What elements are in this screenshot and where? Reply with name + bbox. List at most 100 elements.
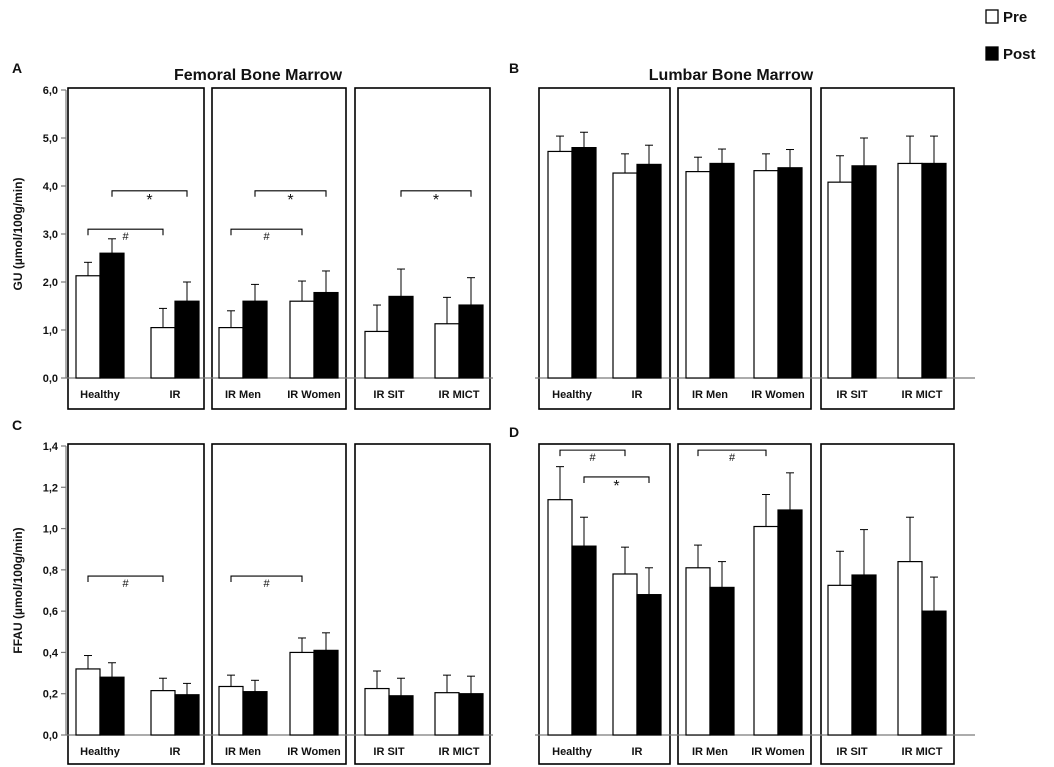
category-label-healthy: Healthy bbox=[80, 389, 121, 401]
panel-title: Lumbar Bone Marrow bbox=[649, 67, 814, 84]
significance-bracket bbox=[87, 575, 164, 583]
y-tick-label: 0,0 bbox=[43, 730, 58, 742]
bar-post-ir-mict bbox=[921, 610, 947, 736]
bar-pre-ir-women bbox=[289, 300, 315, 379]
category-label-ir-sit: IR SIT bbox=[836, 746, 867, 758]
category-label-ir-women: IR Women bbox=[287, 389, 341, 401]
y-tick-label: 0,4 bbox=[43, 647, 59, 659]
category-label-healthy: Healthy bbox=[552, 746, 593, 758]
group-box bbox=[211, 443, 347, 765]
bar-post-ir-men bbox=[242, 300, 268, 379]
category-label-healthy: Healthy bbox=[80, 746, 121, 758]
panel-letter-c: C bbox=[12, 417, 22, 433]
significance-symbol: # bbox=[729, 452, 736, 464]
significance-symbol: * bbox=[613, 478, 619, 495]
bar-pre-ir-men bbox=[218, 327, 244, 379]
significance-symbol: * bbox=[433, 192, 439, 209]
bar-pre-healthy bbox=[75, 668, 101, 736]
bar-post-healthy bbox=[99, 676, 125, 736]
bar-pre-ir-women bbox=[753, 170, 779, 379]
category-label-ir: IR bbox=[632, 746, 643, 758]
panel-title: Femoral Bone Marrow bbox=[174, 67, 343, 84]
y-tick-label: 1,0 bbox=[43, 524, 58, 536]
group-box bbox=[67, 87, 205, 410]
category-label-healthy: Healthy bbox=[552, 389, 593, 401]
category-label-ir-women: IR Women bbox=[287, 746, 341, 758]
bar-pre-ir-women bbox=[753, 525, 779, 736]
bar-post-healthy bbox=[571, 147, 597, 379]
bar-post-ir-women bbox=[777, 509, 803, 736]
bar-post-ir bbox=[174, 300, 200, 379]
legend-label-post: Post bbox=[1003, 46, 1036, 63]
category-label-ir-men: IR Men bbox=[225, 746, 261, 758]
category-label-ir-women: IR Women bbox=[751, 746, 805, 758]
bar-pre-ir-sit bbox=[827, 584, 853, 736]
category-label-ir-mict: IR MICT bbox=[439, 746, 480, 758]
y-axis-label: FFAU (µmol/100g/min) bbox=[11, 527, 25, 653]
bar-pre-ir bbox=[612, 172, 638, 379]
y-tick-label: 5,0 bbox=[43, 133, 58, 145]
bar-post-ir-sit bbox=[388, 295, 414, 379]
group-box bbox=[538, 87, 671, 410]
legend-swatch-pre bbox=[985, 9, 999, 24]
y-tick-label: 0,0 bbox=[43, 373, 58, 385]
group-box bbox=[354, 87, 491, 410]
group-box bbox=[67, 443, 205, 765]
panel-letter-a: A bbox=[12, 60, 22, 76]
significance-bracket bbox=[87, 228, 164, 236]
significance-symbol: # bbox=[263, 578, 270, 590]
y-tick-label: 6,0 bbox=[43, 85, 58, 97]
bar-post-ir-mict bbox=[458, 693, 484, 736]
legend-label-pre: Pre bbox=[1003, 9, 1027, 26]
bar-pre-healthy bbox=[75, 275, 101, 379]
bar-post-ir-women bbox=[313, 649, 339, 736]
bar-pre-ir bbox=[612, 573, 638, 736]
significance-bracket bbox=[400, 190, 472, 197]
bar-post-ir-men bbox=[242, 691, 268, 736]
bar-pre-ir-men bbox=[218, 685, 244, 736]
category-label-ir-women: IR Women bbox=[751, 389, 805, 401]
significance-symbol: # bbox=[122, 578, 129, 590]
panel-letter-b: B bbox=[509, 60, 519, 76]
bar-post-healthy bbox=[99, 252, 125, 379]
y-tick-label: 1,2 bbox=[43, 482, 58, 494]
panel-c-femoral-ffau: C 0,0 0,2 0,4 0,6 0,8 1,0 1,2 1,4 FFAU (µmol/100g… bbox=[11, 417, 493, 765]
bar-post-ir bbox=[636, 594, 662, 736]
bar-post-ir bbox=[174, 694, 200, 736]
category-label-ir-men: IR Men bbox=[692, 389, 728, 401]
category-label-ir-sit: IR SIT bbox=[373, 389, 404, 401]
y-tick-label: 3,0 bbox=[43, 229, 58, 241]
group-box bbox=[677, 443, 812, 765]
group-box bbox=[538, 443, 671, 765]
bar-pre-ir-mict bbox=[434, 323, 460, 379]
y-tick-label: 4,0 bbox=[43, 181, 58, 193]
significance-symbol: # bbox=[122, 231, 129, 243]
bar-pre-ir-men bbox=[685, 567, 711, 736]
bar-pre-ir-mict bbox=[897, 162, 923, 379]
group-box bbox=[820, 443, 955, 765]
group-box bbox=[211, 87, 347, 410]
group-box bbox=[354, 443, 491, 765]
significance-bracket bbox=[697, 449, 767, 457]
panel-letter-d: D bbox=[509, 424, 519, 440]
panel-a-femoral-gu: A Femoral Bone Marrow 0,0 1,0 2,0 3,0 4,0 5,0 6,… bbox=[11, 60, 493, 410]
bar-post-healthy bbox=[571, 545, 597, 736]
significance-symbol: * bbox=[146, 192, 152, 209]
bar-pre-ir-women bbox=[289, 651, 315, 736]
bar-pre-healthy bbox=[547, 150, 573, 379]
bar-post-ir-mict bbox=[458, 304, 484, 379]
significance-symbol: # bbox=[589, 452, 596, 464]
significance-bracket bbox=[254, 190, 327, 197]
category-label-ir: IR bbox=[170, 389, 181, 401]
bar-pre-ir bbox=[150, 690, 176, 736]
category-label-ir-mict: IR MICT bbox=[439, 389, 480, 401]
category-label-ir: IR bbox=[632, 389, 643, 401]
y-tick-label: 1,0 bbox=[43, 325, 58, 337]
bar-post-ir-women bbox=[313, 291, 339, 379]
panel-d-lumbar-ffau: D Healthy IR IR Men IR Women IR SIT IR MICT # * # bbox=[509, 424, 975, 765]
significance-bracket bbox=[111, 190, 188, 197]
significance-bracket bbox=[230, 575, 303, 583]
category-label-ir-sit: IR SIT bbox=[836, 389, 867, 401]
bar-post-ir-women bbox=[777, 167, 803, 379]
